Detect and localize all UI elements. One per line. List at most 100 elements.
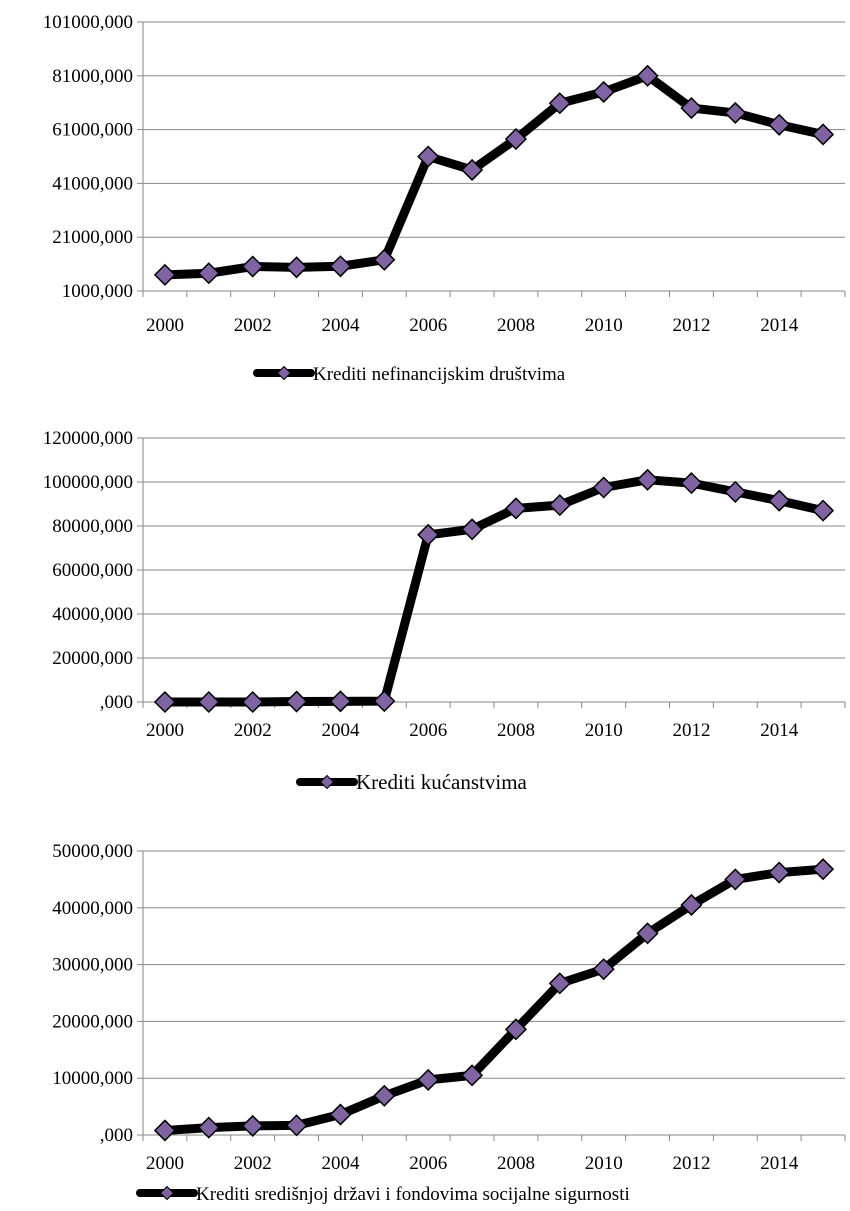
y-tick-label: 120000,000 — [43, 428, 133, 449]
data-point-marker — [724, 868, 747, 891]
y-tick-label: 40000,000 — [52, 898, 133, 919]
data-point-marker — [680, 893, 703, 917]
data-point-marker — [373, 690, 396, 713]
data-point-marker — [680, 97, 703, 120]
y-tick-label: 100000,000 — [43, 472, 133, 493]
data-point-marker — [417, 523, 440, 546]
x-tick-label: 2012 — [672, 315, 710, 336]
series-line — [160, 71, 828, 280]
data-point-marker — [636, 468, 659, 491]
x-tick-label: 2000 — [146, 720, 184, 741]
y-tick-label: 80000,000 — [52, 516, 133, 537]
data-point-marker — [241, 690, 264, 714]
x-tick-label: 2002 — [234, 315, 272, 336]
x-tick-label: 2004 — [321, 720, 360, 741]
x-tick-label: 2008 — [497, 720, 535, 741]
data-point-marker — [548, 92, 571, 115]
y-tick-label: 21000,000 — [52, 227, 133, 248]
data-point-marker — [768, 489, 791, 512]
x-tick-label: 2004 — [321, 1153, 360, 1174]
data-point-marker — [329, 1103, 352, 1126]
data-point-marker — [724, 480, 747, 503]
data-point-marker — [285, 690, 308, 713]
x-tick-label: 2010 — [585, 720, 623, 741]
data-point-marker — [812, 499, 835, 522]
legend-marker-icon — [319, 774, 335, 790]
data-point-marker — [724, 101, 747, 124]
data-point-marker — [197, 1116, 220, 1139]
y-tick-label: 61000,000 — [52, 120, 133, 141]
legend-label: Krediti središnjoj državi i fondovima so… — [196, 1184, 630, 1205]
x-tick-label: 2014 — [760, 315, 799, 336]
y-tick-label: 10000,000 — [52, 1068, 133, 1089]
x-tick-label: 2014 — [760, 720, 799, 741]
data-point-marker — [197, 262, 220, 285]
legend-label: Krediti kućanstvima — [356, 770, 528, 794]
data-point-marker — [680, 472, 703, 495]
x-tick-label: 2010 — [585, 315, 623, 336]
y-tick-label: ,000 — [100, 1125, 133, 1146]
data-point-marker — [241, 255, 264, 278]
series-line — [160, 864, 828, 1135]
x-tick-label: 2002 — [234, 720, 272, 741]
y-tick-label: 20000,000 — [52, 648, 133, 669]
data-point-marker — [417, 1068, 440, 1091]
data-point-marker — [285, 1114, 308, 1137]
data-point-marker — [241, 1114, 264, 1137]
data-point-marker — [373, 248, 396, 271]
x-tick-label: 2010 — [585, 1153, 623, 1174]
series-line — [160, 475, 828, 707]
data-point-marker — [768, 861, 791, 884]
y-tick-label: 101000,000 — [43, 12, 133, 33]
x-tick-label: 2006 — [409, 1153, 447, 1174]
y-tick-label: 40000,000 — [52, 604, 133, 625]
data-point-marker — [592, 958, 615, 981]
data-point-marker — [329, 690, 352, 713]
y-tick-label: 81000,000 — [52, 66, 133, 87]
data-point-marker — [329, 255, 352, 278]
y-tick-label: 50000,000 — [52, 841, 133, 862]
data-point-marker — [373, 1084, 396, 1107]
chart-nefinancijska-drustva: 101000,000 81000,000 61000,000 41000,000 210… — [43, 12, 846, 385]
data-point-marker — [417, 145, 440, 168]
x-tick-label: 2004 — [321, 315, 360, 336]
data-point-marker — [153, 1119, 176, 1142]
legend-marker-icon — [276, 365, 292, 381]
x-tick-label: 2002 — [234, 1153, 272, 1174]
x-tick-label: 2014 — [760, 1153, 799, 1174]
legend-marker-icon — [159, 1185, 175, 1201]
data-point-marker — [504, 127, 527, 151]
chart-sredisnja-drzava: 50000,000 40000,000 30000,000 20000,000 1000… — [52, 841, 846, 1205]
data-point-marker — [592, 80, 615, 104]
chart-kucanstva: 120000,000 100000,000 80000,000 60000,000 40… — [43, 428, 846, 794]
data-point-marker — [153, 263, 176, 286]
data-point-marker — [812, 123, 835, 146]
data-point-marker — [548, 494, 571, 517]
y-tick-label: ,000 — [100, 692, 133, 713]
data-point-marker — [461, 158, 484, 182]
x-tick-label: 2012 — [672, 1153, 710, 1174]
data-point-marker — [548, 972, 571, 995]
x-tick-label: 2000 — [146, 1153, 184, 1174]
data-point-marker — [636, 922, 659, 945]
data-point-marker — [636, 64, 659, 87]
data-point-marker — [504, 497, 527, 520]
y-tick-label: 20000,000 — [52, 1011, 133, 1032]
x-tick-label: 2000 — [146, 315, 184, 336]
x-tick-label: 2008 — [497, 1153, 535, 1174]
data-point-marker — [197, 690, 220, 714]
data-point-marker — [461, 518, 484, 541]
data-point-marker — [153, 690, 176, 714]
y-tick-label: 30000,000 — [52, 955, 133, 976]
data-point-marker — [812, 858, 835, 881]
y-tick-label: 41000,000 — [52, 173, 133, 194]
data-point-marker — [461, 1064, 484, 1087]
x-tick-label: 2006 — [409, 720, 447, 741]
data-point-marker — [592, 476, 615, 499]
y-tick-label: 1000,000 — [62, 281, 133, 302]
x-tick-label: 2006 — [409, 315, 447, 336]
y-tick-label: 60000,000 — [52, 560, 133, 581]
x-tick-label: 2008 — [497, 315, 535, 336]
data-point-marker — [768, 113, 791, 136]
x-tick-label: 2012 — [672, 720, 710, 741]
